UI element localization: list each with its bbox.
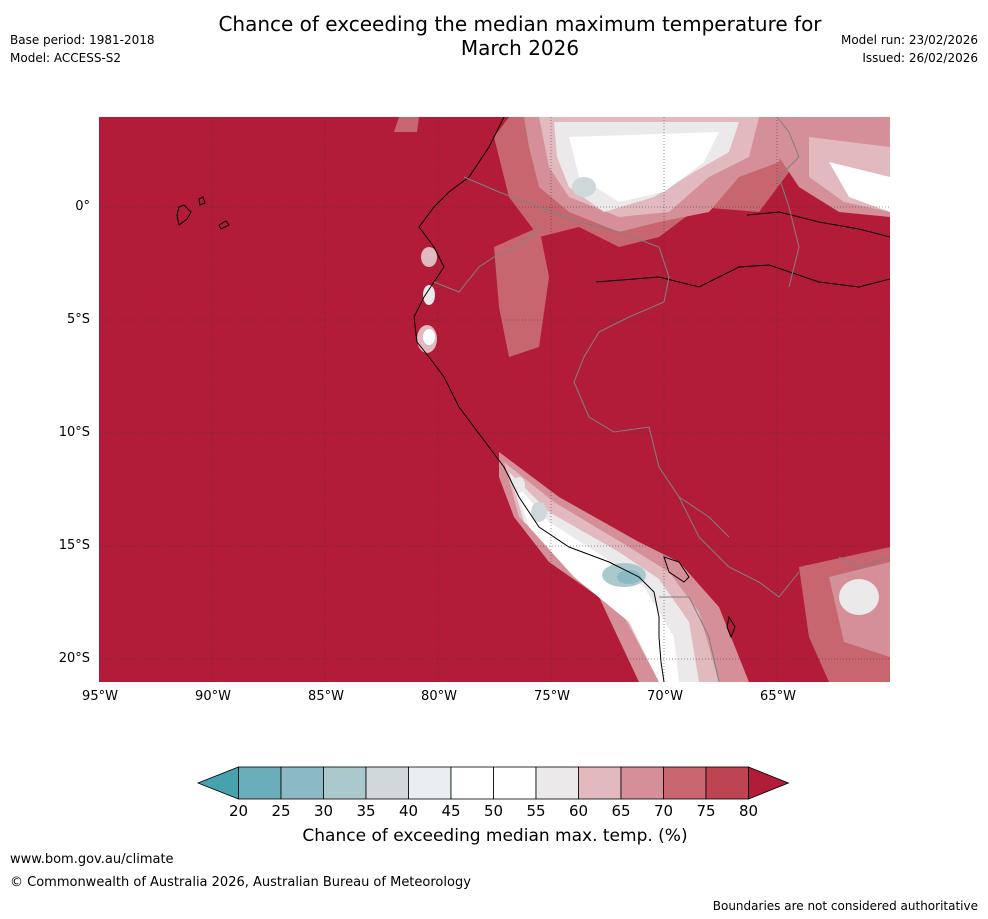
central-probability-field [417, 227, 549, 357]
colorbar-segment [323, 766, 367, 800]
colorbar-tick-label: 80 [738, 802, 759, 820]
colorbar-tick-label: 20 [228, 802, 249, 820]
base-period: Base period: 1981-2018 [10, 33, 155, 47]
lat-label-0: 0° [75, 199, 90, 214]
country-boundaries [433, 117, 890, 682]
lon-label-65w: 65°W [760, 689, 796, 704]
lon-label-70w: 70°W [647, 689, 683, 704]
colorbar-segment [365, 766, 409, 800]
lat-label-10s: 10°S [58, 425, 90, 440]
map-background [99, 117, 890, 682]
northern-probability-field [394, 117, 890, 247]
probability-map [99, 117, 890, 682]
colorbar-tick-label: 25 [271, 802, 291, 820]
colorbar-segment [578, 766, 622, 800]
lon-label-75w: 75°W [534, 689, 570, 704]
colorbar-segment [408, 766, 452, 800]
lat-label-15s: 15°S [58, 538, 90, 553]
website-link[interactable]: www.bom.gov.au/climate [10, 852, 174, 867]
model-name: Model: ACCESS-S2 [10, 51, 122, 65]
map-title-line2: March 2026 [460, 36, 580, 60]
colorbar-tick-label: 40 [398, 802, 419, 820]
colorbar-tick-label: 30 [313, 802, 334, 820]
colorbar-tick-label: 75 [696, 802, 716, 820]
model-run-date: Model run: 23/02/2026 [840, 33, 978, 47]
lon-label-90w: 90°W [195, 689, 231, 704]
colorbar-segment [620, 766, 664, 800]
southern-probability-field [499, 452, 890, 682]
colorbar-segment [493, 766, 537, 800]
colorbar-segment [705, 766, 749, 800]
colorbar-segment [280, 766, 324, 800]
colorbar [196, 766, 790, 800]
colorbar-tick-label: 45 [441, 802, 461, 820]
colorbar-over-arrow [748, 766, 790, 800]
copyright-notice: © Commonwealth of Australia 2026, Austra… [10, 875, 471, 890]
map-title-line1: Chance of exceeding the median maximum t… [218, 12, 822, 36]
map-title: Chance of exceeding the median maximum t… [140, 12, 900, 60]
lat-label-20s: 20°S [58, 651, 90, 666]
colorbar-segment [535, 766, 579, 800]
colorbar-tick-label: 65 [611, 802, 631, 820]
issued-date: Issued: 26/02/2026 [862, 51, 978, 65]
colorbar-tick-label: 55 [526, 802, 546, 820]
colorbar-under-arrow [196, 766, 239, 800]
colorbar-segment [663, 766, 707, 800]
colorbar-segment [238, 766, 282, 800]
graticule [99, 117, 890, 682]
colorbar-tick-label: 50 [483, 802, 504, 820]
lon-label-80w: 80°W [421, 689, 457, 704]
lat-label-5s: 5°S [66, 312, 90, 327]
colorbar-segment [450, 766, 494, 800]
lon-label-95w: 95°W [82, 689, 118, 704]
colorbar-tick-label: 60 [568, 802, 589, 820]
lon-label-85w: 85°W [308, 689, 344, 704]
colorbar-tick-label: 35 [356, 802, 376, 820]
boundaries-disclaimer: Boundaries are not considered authoritat… [712, 899, 978, 913]
colorbar-tick-label: 70 [653, 802, 674, 820]
colorbar-label: Chance of exceeding median max. temp. (%… [302, 826, 688, 846]
coastlines [176, 117, 890, 682]
